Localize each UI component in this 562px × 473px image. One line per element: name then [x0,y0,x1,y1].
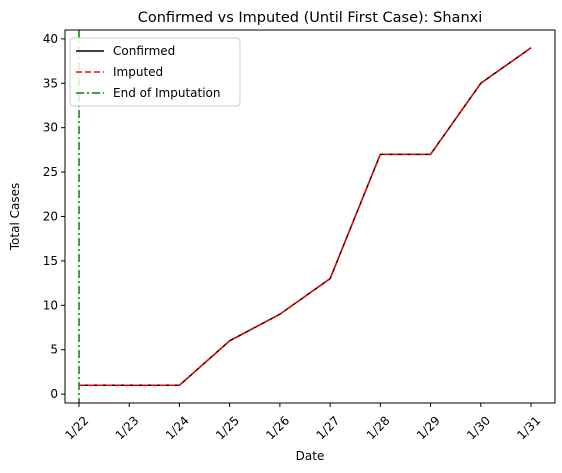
y-tick-label: 10 [43,298,58,312]
y-tick-label: 20 [43,210,58,224]
y-axis-label: Total Cases [8,183,22,251]
plot-frame [64,29,556,404]
legend-label: End of Imputation [113,86,221,100]
legend-box [69,37,241,107]
plot-area [78,30,532,403]
y-tick-label: 15 [43,254,58,268]
legend-label: Imputed [113,65,163,79]
y-tick-label: 40 [43,32,58,46]
y-tick-label: 25 [43,165,58,179]
y-tick-label: 30 [43,121,58,135]
x-axis-label: Date [296,449,325,463]
series-line-imputed [79,47,532,386]
legend: Confirmed Imputed End of Imputation [69,37,241,107]
y-tick-label: 0 [50,387,58,401]
legend-label: Confirmed [113,44,175,58]
chart-title: Confirmed vs Imputed (Until First Case):… [138,10,483,26]
y-tick-label: 5 [50,343,58,357]
y-tick-label: 35 [43,76,58,90]
